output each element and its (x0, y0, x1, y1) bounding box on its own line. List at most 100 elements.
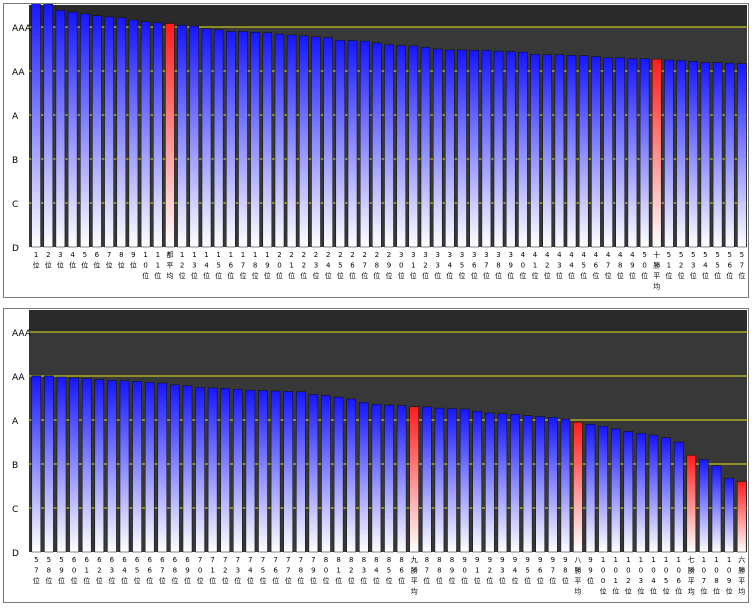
bar (128, 19, 139, 248)
x-tick-label: 5 (338, 262, 342, 270)
bar (94, 379, 105, 553)
bar (603, 57, 613, 248)
bar (153, 22, 163, 248)
y-tick-label: AA (12, 68, 25, 78)
bar (497, 413, 508, 553)
x-tick-label: 位 (690, 271, 697, 280)
x-tick-label: 7 (551, 567, 555, 575)
y-tick-label: B (12, 156, 18, 166)
bar (548, 417, 558, 553)
x-tick-label: 位 (700, 587, 707, 596)
x-tick-label: 0 (642, 262, 646, 270)
bar (262, 32, 273, 248)
bar (346, 398, 356, 553)
bar (132, 381, 142, 553)
x-tick-label: 9 (563, 556, 567, 564)
x-tick-label: 均 (653, 282, 660, 291)
x-tick-label: 位 (252, 271, 259, 280)
x-tick-label: 5 (679, 251, 683, 259)
x-tick-label: 九 (411, 555, 418, 564)
bar (107, 380, 117, 553)
highlight-bar (686, 454, 697, 553)
bar (226, 31, 236, 248)
plot-top-band (29, 5, 747, 27)
x-tick-label: 勝 (411, 566, 418, 575)
x-tick-label: 0 (601, 567, 605, 575)
y-tick-label: D (12, 244, 19, 254)
bar (333, 396, 344, 553)
x-tick-label: 4 (521, 251, 526, 259)
bar (384, 404, 394, 553)
x-tick-label: 8 (119, 251, 123, 259)
x-tick-label: 8 (253, 262, 257, 270)
x-tick-label: 位 (562, 576, 569, 585)
x-tick-label: 2 (302, 262, 306, 270)
x-tick-label: 6 (147, 556, 152, 564)
bar (323, 37, 333, 248)
x-tick-label: 4 (448, 262, 453, 270)
bar (510, 414, 520, 553)
x-tick-label: 3 (460, 251, 464, 259)
x-tick-label: 5 (715, 262, 719, 270)
bar (31, 375, 42, 553)
bar (31, 4, 41, 248)
x-tick-label: 1 (651, 556, 655, 564)
x-tick-label: 2 (314, 251, 318, 259)
x-tick-label: 9 (387, 262, 391, 270)
x-tick-label: 位 (69, 261, 76, 270)
bar (434, 407, 445, 553)
x-tick-label: 8 (437, 556, 441, 564)
x-tick-label: 5 (581, 262, 585, 270)
bar (591, 56, 601, 248)
x-tick-label: 1 (664, 556, 668, 564)
bar (384, 44, 394, 248)
x-tick-label: 8 (173, 567, 177, 575)
x-tick-label: 位 (625, 587, 632, 596)
bar (116, 17, 127, 248)
x-tick-label: 9 (265, 262, 269, 270)
bar (422, 406, 432, 553)
x-tick-label: 位 (665, 271, 672, 280)
bar (359, 402, 369, 553)
x-tick-label: 5 (740, 251, 744, 259)
bar (43, 4, 54, 248)
x-tick-label: 1 (34, 251, 38, 259)
x-tick-label: 4 (533, 251, 538, 259)
bar (396, 45, 406, 248)
x-tick-label: 都 (166, 251, 173, 259)
x-tick-label: 5 (216, 262, 220, 270)
x-tick-label: 均 (688, 587, 695, 596)
x-tick-label: 7 (210, 556, 214, 564)
x-tick-label: 位 (524, 576, 531, 585)
x-tick-label: 4 (326, 262, 331, 270)
x-tick-label: 位 (556, 271, 563, 280)
bar (274, 33, 285, 248)
bar (359, 40, 370, 248)
y-tick-label: D (12, 549, 19, 559)
x-tick-label: 0 (198, 567, 202, 575)
x-tick-label: 位 (512, 576, 519, 585)
x-tick-label: 4 (70, 251, 75, 259)
x-tick-label: 位 (234, 576, 241, 585)
x-tick-label: 6 (594, 262, 599, 270)
x-tick-label: 4 (618, 251, 623, 259)
x-tick-label: 位 (184, 576, 191, 585)
x-tick-label: 9 (500, 556, 504, 564)
x-tick-label: 3 (484, 251, 488, 259)
x-tick-label: 位 (507, 271, 514, 280)
x-tick-label: 位 (423, 576, 430, 585)
bar (371, 403, 382, 553)
x-tick-label: 8 (714, 577, 718, 585)
x-tick-label: 位 (678, 271, 685, 280)
x-tick-label: 5 (715, 251, 719, 259)
x-tick-label: 4 (204, 262, 209, 270)
x-tick-label: 5 (34, 556, 38, 564)
x-tick-label: 4 (703, 262, 708, 270)
x-tick-label: 5 (47, 556, 51, 564)
x-tick-label: 位 (300, 271, 307, 280)
bar (270, 390, 281, 553)
x-tick-label: 位 (33, 576, 40, 585)
x-tick-label: 位 (726, 271, 733, 280)
bar (213, 29, 224, 248)
bar (472, 410, 482, 553)
